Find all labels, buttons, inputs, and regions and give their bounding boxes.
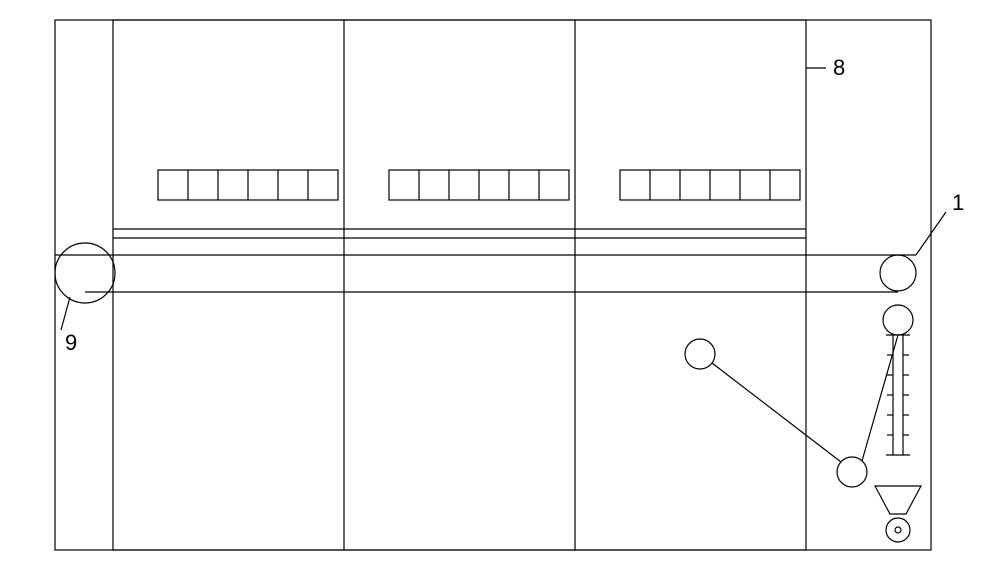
svg-text:8: 8 [833,55,845,80]
svg-text:1: 1 [952,190,964,215]
svg-text:9: 9 [65,330,77,355]
